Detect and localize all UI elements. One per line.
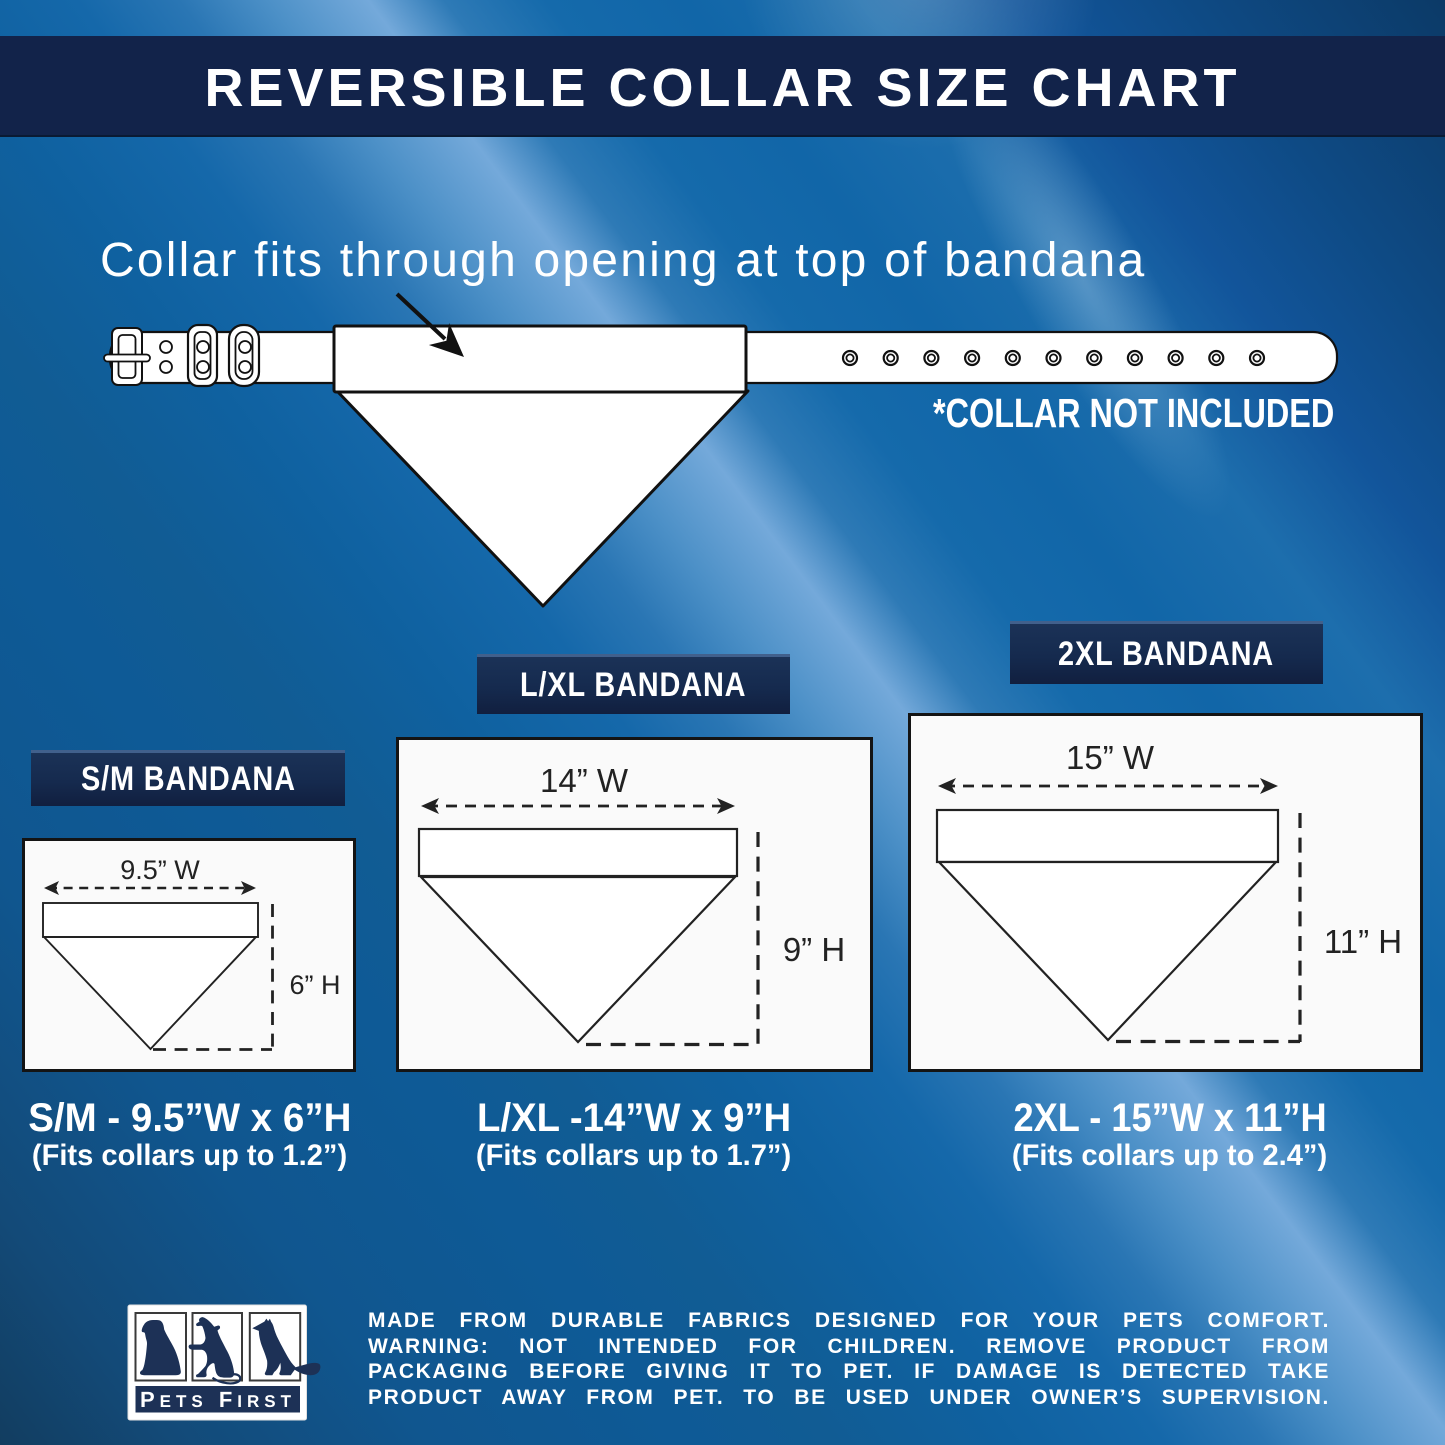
svg-text:6” H: 6” H — [289, 970, 340, 1000]
svg-text:PETS FIRST: PETS FIRST — [140, 1387, 296, 1412]
svg-text:15” W: 15” W — [1066, 739, 1155, 776]
svg-text:9.5” W: 9.5” W — [120, 855, 200, 885]
svg-text:9” H: 9” H — [783, 931, 845, 968]
svg-text:11” H: 11” H — [1324, 923, 1402, 960]
svg-text:14” W: 14” W — [540, 762, 629, 799]
